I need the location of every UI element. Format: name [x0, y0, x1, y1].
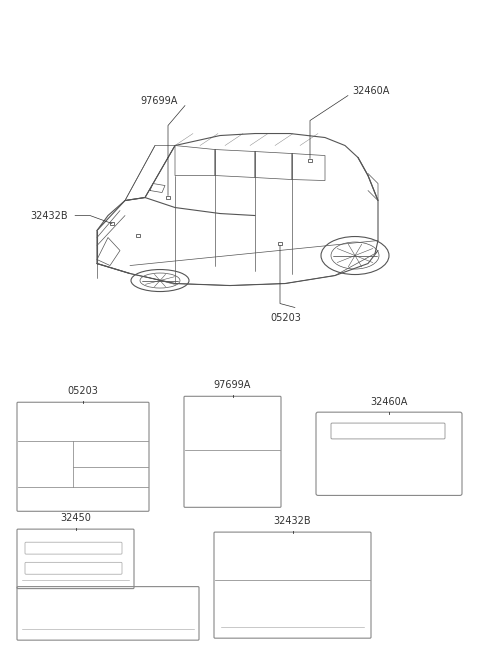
Bar: [308, 159, 312, 162]
Text: 32460A: 32460A: [352, 85, 389, 95]
Bar: [166, 196, 170, 199]
Bar: [110, 222, 114, 225]
Text: 05203: 05203: [270, 313, 301, 323]
Text: 32432B: 32432B: [30, 210, 68, 221]
Text: 32460A: 32460A: [370, 397, 408, 407]
Text: 97699A: 97699A: [214, 380, 251, 390]
Text: 05203: 05203: [68, 386, 98, 396]
Bar: [278, 242, 282, 245]
Text: 32432B: 32432B: [274, 516, 312, 526]
Bar: [136, 234, 140, 237]
Text: 32450: 32450: [60, 513, 91, 523]
Text: 97699A: 97699A: [140, 95, 178, 106]
